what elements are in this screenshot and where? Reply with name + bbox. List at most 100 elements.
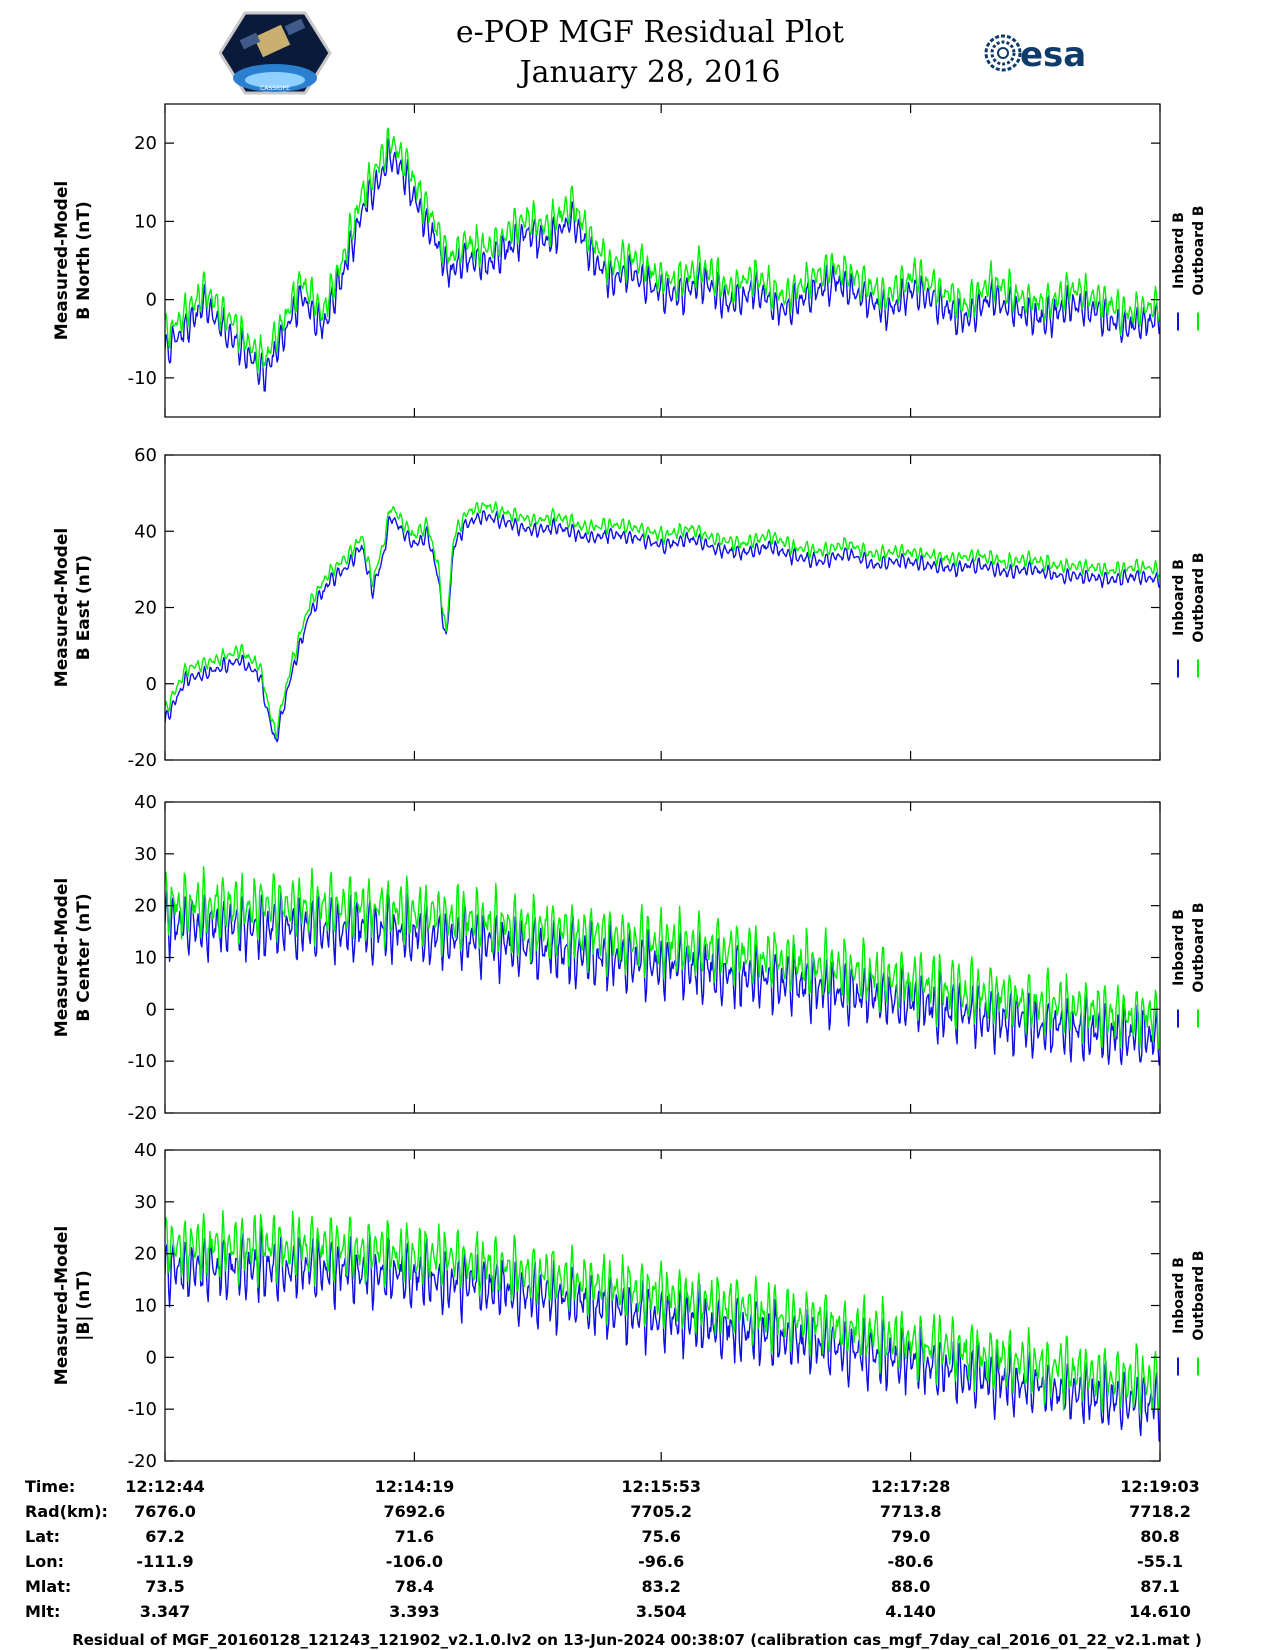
info-label-lon: Lon: [25,1552,64,1571]
cassiope-logo: CASSIOPE [218,11,332,95]
info-values: 12:12:44 7676.0 67.2 -111.9 73.5 3.347 12:14:1… [125,1477,1200,1621]
y-axis-label-line2: |B| (nT) [74,1270,94,1341]
plot-title: e-POP MGF Residual Plot [456,15,844,50]
footer-caption: Residual of MGF_20160128_121243_121902_v… [72,1631,1202,1649]
info-label-time: Time: [25,1477,75,1496]
info-label-mlat: Mlat: [25,1577,71,1596]
info-value: 12:12:44 [125,1477,205,1496]
y-axis-label-line1: Measured-Model [52,528,72,687]
y-tick-label: -10 [128,1399,157,1420]
series-group [165,1210,1160,1442]
y-tick-label: -20 [128,750,157,771]
esa-logo: esa [984,34,1086,75]
orbit-info-table: Time: Rad(km): Lat: Lon: Mlat: Mlt: 12:1… [25,1477,1200,1621]
info-value: 88.0 [891,1577,930,1596]
info-value: 3.504 [636,1602,687,1621]
y-tick-label: 30 [134,844,157,865]
y-tick-label: 10 [134,948,157,969]
y-tick-label: -10 [128,368,157,389]
y-tick-label: 40 [134,521,157,542]
series-group [165,866,1160,1066]
y-tick-label: 30 [134,1192,157,1213]
info-value: 83.2 [641,1577,680,1596]
info-value: -80.6 [888,1552,934,1571]
y-tick-label: -20 [128,1451,157,1472]
info-value: 80.8 [1140,1527,1179,1546]
y-tick-label: -10 [128,1051,157,1072]
legend-label-outboard: Outboard B [1191,1250,1207,1340]
info-value: 4.140 [885,1602,936,1621]
info-value: 87.1 [1140,1577,1179,1596]
legend-label-outboard: Outboard B [1191,552,1207,642]
y-tick-label: -20 [128,1103,157,1124]
y-axis-label-line2: B North (nT) [74,201,94,320]
info-value: -106.0 [386,1552,443,1571]
info-value: 12:14:19 [375,1477,455,1496]
y-tick-label: 10 [134,211,157,232]
panel-b-east: -20 0 20 40 60 Measured-Model B East (nT) Inboa… [52,445,1207,771]
info-value: 7713.8 [880,1502,942,1521]
info-value: 67.2 [145,1527,184,1546]
legend-label-inboard: Inboard B [1171,212,1187,289]
info-value: 7692.6 [384,1502,446,1521]
legend: Inboard B Outboard B [1171,902,1207,1028]
info-value: -96.6 [638,1552,684,1571]
series-line-outboard [165,127,1160,374]
y-axis-label-line1: Measured-Model [52,878,72,1037]
panel-b-center: -20 -10 0 10 20 30 40 Measured-Model B Center (n… [52,792,1207,1124]
legend-label-inboard: Inboard B [1171,909,1187,986]
series-line-outboard [165,501,1160,739]
y-tick-label: 20 [134,1244,157,1265]
info-column: 12:19:03 7718.2 80.8 -55.1 87.1 14.610 [1120,1477,1200,1621]
svg-text:esa: esa [1020,35,1086,75]
info-label-rad: Rad(km): [25,1502,108,1521]
legend: Inboard B Outboard B [1171,552,1207,678]
y-axis-label-line2: B Center (nT) [74,893,94,1021]
info-column: 12:17:28 7713.8 79.0 -80.6 88.0 4.140 [871,1477,951,1621]
info-labels: Time: Rad(km): Lat: Lon: Mlat: Mlt: [25,1477,108,1621]
info-value: 12:19:03 [1120,1477,1200,1496]
legend: Inboard B Outboard B [1171,205,1207,331]
y-tick-label: 20 [134,896,157,917]
info-value: 78.4 [395,1577,434,1596]
info-column: 12:12:44 7676.0 67.2 -111.9 73.5 3.347 [125,1477,205,1621]
info-value: 12:17:28 [871,1477,951,1496]
axes-frame [164,103,1161,418]
y-tick-label: 10 [134,1296,157,1317]
legend-label-inboard: Inboard B [1171,559,1187,636]
svg-text:CASSIOPE: CASSIOPE [260,85,290,92]
info-label-mlt: Mlt: [25,1602,60,1621]
y-tick-label: 20 [134,598,157,619]
info-value: 14.610 [1129,1602,1191,1621]
series-line-outboard [165,1210,1160,1415]
info-value: 12:15:53 [621,1477,701,1496]
y-tick-label: 40 [134,1140,157,1161]
y-tick-label: 20 [134,133,157,154]
plot-date: January 28, 2016 [517,55,781,90]
legend: Inboard B Outboard B [1171,1250,1207,1376]
info-column: 12:15:53 7705.2 75.6 -96.6 83.2 3.504 [621,1477,701,1621]
series-line-outboard [165,866,1160,1050]
legend-label-inboard: Inboard B [1171,1257,1187,1334]
info-column: 12:14:19 7692.6 71.6 -106.0 78.4 3.393 [375,1477,455,1621]
panel-b-magnitude: -20 -10 0 10 20 30 40 Measured-Model |B| (nT) Inb… [52,1140,1207,1472]
series-line-inboard [165,510,1160,743]
info-label-lat: Lat: [25,1527,60,1546]
info-value: 7676.0 [134,1502,196,1521]
info-value: 71.6 [395,1527,434,1546]
info-value: 79.0 [891,1527,930,1546]
legend-label-outboard: Outboard B [1191,205,1207,295]
info-value: 3.393 [389,1602,440,1621]
info-value: 75.6 [641,1527,680,1546]
y-tick-label: 0 [146,999,157,1020]
info-value: 73.5 [145,1577,184,1596]
y-axis-label-line1: Measured-Model [52,1226,72,1385]
series-group [165,501,1160,743]
info-value: -111.9 [136,1552,193,1571]
y-tick-label: 60 [134,445,157,466]
header: CASSIOPE e-POP MGF Residual Plot January… [218,11,1086,95]
info-value: 7718.2 [1129,1502,1191,1521]
info-value: -55.1 [1137,1552,1183,1571]
y-tick-label: 0 [146,1347,157,1368]
